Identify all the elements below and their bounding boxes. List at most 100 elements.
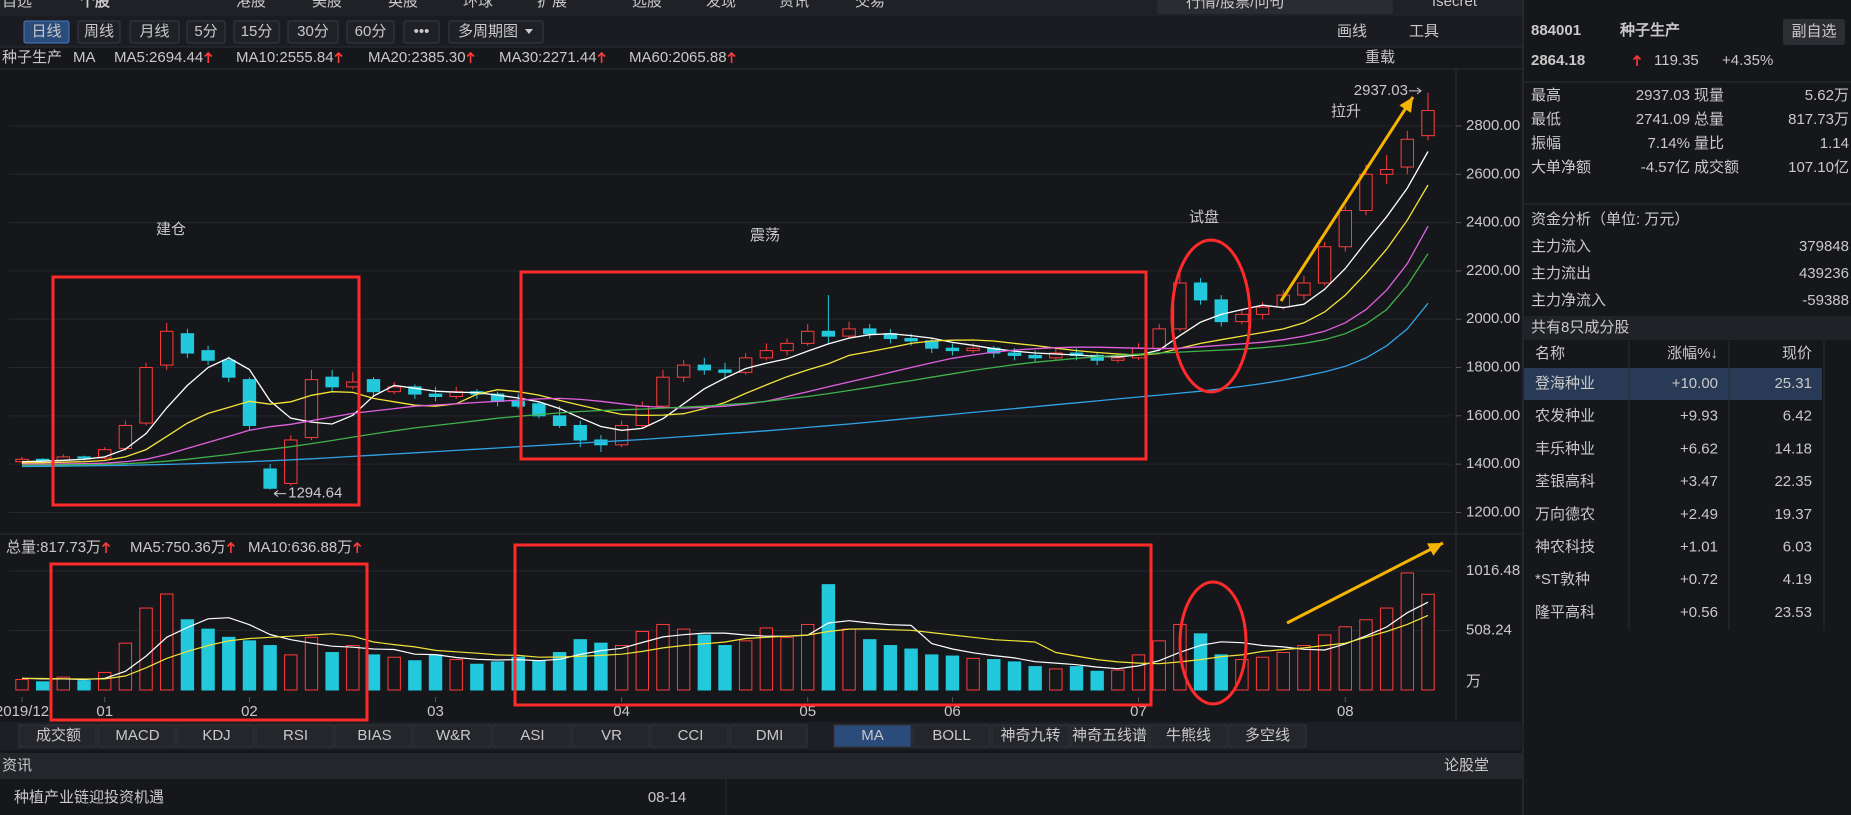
- overlay-tab-label[interactable]: MA: [861, 727, 884, 744]
- period-button[interactable]: [448, 20, 544, 44]
- indicator-tab-label[interactable]: DMI: [756, 727, 784, 744]
- volume-bar: [1049, 668, 1063, 691]
- stat-label: 振幅: [1531, 135, 1561, 152]
- stock-name[interactable]: 万向德农: [1535, 505, 1595, 523]
- indicator-tab-label[interactable]: BIAS: [357, 727, 391, 744]
- news-tab[interactable]: 资讯: [2, 757, 32, 774]
- indicator-tab-label[interactable]: MACD: [115, 727, 159, 744]
- overlay-tab[interactable]: [1070, 724, 1149, 748]
- cell-value: +10.00: [1672, 375, 1718, 392]
- volume-bar: [98, 671, 112, 691]
- volume-bar: [1007, 661, 1022, 691]
- stock-name[interactable]: 农发种业: [1535, 408, 1595, 425]
- forum-link[interactable]: 论股堂: [1444, 757, 1489, 774]
- nav-tab[interactable]: 个股: [79, 0, 111, 10]
- nav-tab[interactable]: 美股: [312, 0, 342, 10]
- candle-body: [222, 359, 236, 378]
- nav-tab[interactable]: 交易: [855, 0, 885, 10]
- indicator-tab[interactable]: [571, 724, 650, 748]
- cell-value: 22.35: [1774, 473, 1812, 490]
- draw-tool[interactable]: 画线: [1337, 23, 1367, 40]
- search-placeholder[interactable]: 行情/股票/问句: [1186, 0, 1284, 11]
- period-label[interactable]: 多周期图: [458, 23, 518, 40]
- stock-name[interactable]: 隆平高科: [1535, 604, 1595, 621]
- period-label[interactable]: 5分: [194, 23, 217, 40]
- stock-name[interactable]: 登海种业: [1535, 375, 1595, 392]
- y-tick-label: 2200.00: [1466, 262, 1520, 279]
- nav-tab[interactable]: 发现: [706, 0, 736, 10]
- overlay-tab-label[interactable]: BOLL: [932, 727, 970, 744]
- period-button[interactable]: [233, 20, 280, 44]
- period-label[interactable]: 15分: [241, 23, 273, 40]
- highlight-box: [51, 275, 361, 507]
- news-title[interactable]: 种植产业链迎投资机遇: [14, 789, 164, 806]
- ma-line: [21, 151, 1429, 463]
- overlay-tab-label[interactable]: 多空线: [1245, 727, 1290, 744]
- indicator-tab-label[interactable]: KDJ: [202, 727, 230, 744]
- candle-body: [656, 376, 670, 407]
- indicator-tab[interactable]: [97, 724, 176, 748]
- components-band: [1524, 316, 1851, 340]
- indicator-tab[interactable]: [650, 724, 729, 748]
- overlay-tab[interactable]: [991, 724, 1070, 748]
- indicator-tab-label[interactable]: 成交额: [36, 726, 81, 744]
- nav-tab[interactable]: 选股: [632, 0, 662, 10]
- reload[interactable]: 重载: [1365, 49, 1395, 66]
- indicator-tab[interactable]: [176, 724, 255, 748]
- period-button[interactable]: [287, 20, 339, 44]
- period-label[interactable]: 周线: [84, 23, 114, 40]
- nav-tab[interactable]: 英股: [388, 0, 418, 10]
- period-button[interactable]: [346, 20, 395, 44]
- period-button[interactable]: [186, 20, 226, 44]
- period-label[interactable]: 日线: [31, 23, 61, 40]
- overlay-tab-label[interactable]: 神奇五线谱: [1072, 727, 1147, 744]
- period-button[interactable]: [129, 20, 180, 44]
- indicator-tab[interactable]: [18, 724, 97, 748]
- indicator-tab[interactable]: [492, 724, 571, 748]
- watch-label[interactable]: 副自选: [1791, 23, 1836, 40]
- nav-tab[interactable]: 扩展: [537, 0, 567, 10]
- indicator-tab-label[interactable]: CCI: [678, 727, 704, 744]
- tools-menu[interactable]: 工具: [1409, 23, 1439, 40]
- indicator-tab-label[interactable]: W&R: [436, 727, 471, 744]
- indicator-tab[interactable]: [413, 724, 492, 748]
- stock-name[interactable]: 丰乐种业: [1535, 440, 1595, 457]
- period-label[interactable]: 30分: [297, 23, 329, 40]
- indicator-tab-label[interactable]: RSI: [283, 727, 308, 744]
- stock-name[interactable]: *ST敦种: [1535, 571, 1590, 588]
- overlay-tab-label[interactable]: 神奇九转: [1000, 727, 1060, 744]
- overlay-tab-label[interactable]: 牛熊线: [1166, 727, 1211, 744]
- nav-tab[interactable]: 资讯: [779, 0, 809, 10]
- candle-body: [511, 400, 525, 407]
- overlay-tab[interactable]: [1149, 724, 1228, 748]
- period-button[interactable]: [77, 20, 121, 44]
- indicator-tab[interactable]: [729, 724, 808, 748]
- column-header[interactable]: 名称: [1535, 345, 1565, 362]
- overlay-tab[interactable]: [912, 724, 991, 748]
- volume-bar: [759, 627, 774, 691]
- watch-button[interactable]: [1783, 19, 1845, 45]
- overlay-tab[interactable]: [833, 724, 912, 748]
- nav-tab[interactable]: 环球: [463, 0, 493, 10]
- indicator-tab[interactable]: [334, 724, 413, 748]
- period-button[interactable]: [23, 20, 70, 44]
- stock-name[interactable]: 神农科技: [1535, 538, 1595, 555]
- nav-tab[interactable]: 自选: [2, 0, 32, 10]
- indicator-tab-label[interactable]: VR: [601, 727, 622, 744]
- period-label[interactable]: 月线: [139, 23, 169, 40]
- nav-tab[interactable]: 港股: [236, 0, 266, 10]
- overlay-tab[interactable]: [1228, 724, 1307, 748]
- search-box[interactable]: [1157, 0, 1393, 14]
- column-header[interactable]: 现价: [1782, 345, 1812, 362]
- indicator-tab[interactable]: [255, 724, 334, 748]
- column-header[interactable]: 涨幅%↓: [1667, 345, 1718, 362]
- stock-name[interactable]: 荃银高科: [1535, 473, 1595, 490]
- period-label[interactable]: 60分: [355, 23, 387, 40]
- cell-value: 25.31: [1774, 375, 1812, 392]
- period-button[interactable]: [403, 20, 440, 44]
- indicator-tab-label[interactable]: ASI: [520, 727, 544, 744]
- fund-label: 主力净流入: [1531, 292, 1606, 309]
- user-name[interactable]: fsecret: [1432, 0, 1478, 10]
- period-label[interactable]: •••: [414, 23, 430, 40]
- volume-bar: [1111, 669, 1125, 691]
